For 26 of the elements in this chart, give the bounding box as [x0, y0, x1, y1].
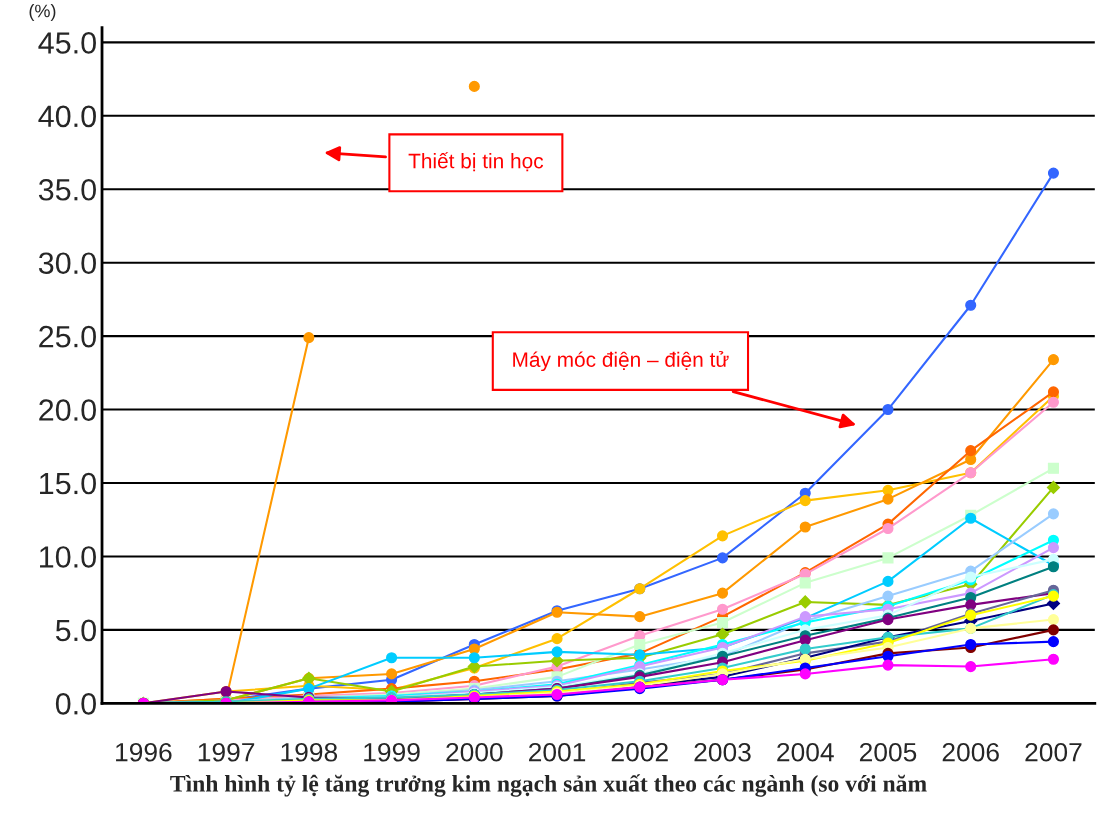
y-tick-label: 35.0 — [38, 178, 96, 201]
text: Tình hình tỷ lệ tăng trưởng kim ngạch sản xuất theo các ngành (so với năm — [170, 774, 927, 797]
annotation: Máy móc điện – điện tử — [513, 351, 729, 372]
y-tick-label: 25.0 — [39, 325, 96, 348]
y-tick-label: 40.0 — [38, 105, 96, 128]
x-tick-label: 2002 — [611, 742, 668, 762]
y-tick-label: 5.0 — [55, 619, 96, 642]
x-tick-label: 2004 — [777, 742, 834, 762]
y-tick-label: 30.0 — [38, 252, 96, 275]
x-tick-label: 1998 — [281, 742, 338, 762]
x-tick-label: 2006 — [942, 742, 999, 762]
x-tick-label: 1997 — [198, 742, 255, 762]
x-tick-label: 2001 — [529, 742, 586, 762]
x-tick-label: 2000 — [446, 742, 503, 762]
y-tick-label: 10.0 — [40, 546, 96, 568]
x-tick-label: 2003 — [694, 742, 751, 762]
x-tick-label: 2005 — [859, 742, 917, 762]
y-axis-title: (%) — [29, 4, 56, 21]
x-tick-label: 1999 — [364, 742, 420, 762]
y-tick-label: 15.0 — [40, 472, 96, 495]
y-tick-label: 45.0 — [38, 32, 96, 54]
annotation: Thiết bị tin học — [408, 152, 544, 172]
x-tick-label: 2007 — [1025, 742, 1082, 762]
x-tick-label: 1996 — [116, 742, 172, 762]
y-tick-label: 0.0 — [55, 693, 96, 715]
y-tick-label: 20.0 — [39, 399, 96, 421]
